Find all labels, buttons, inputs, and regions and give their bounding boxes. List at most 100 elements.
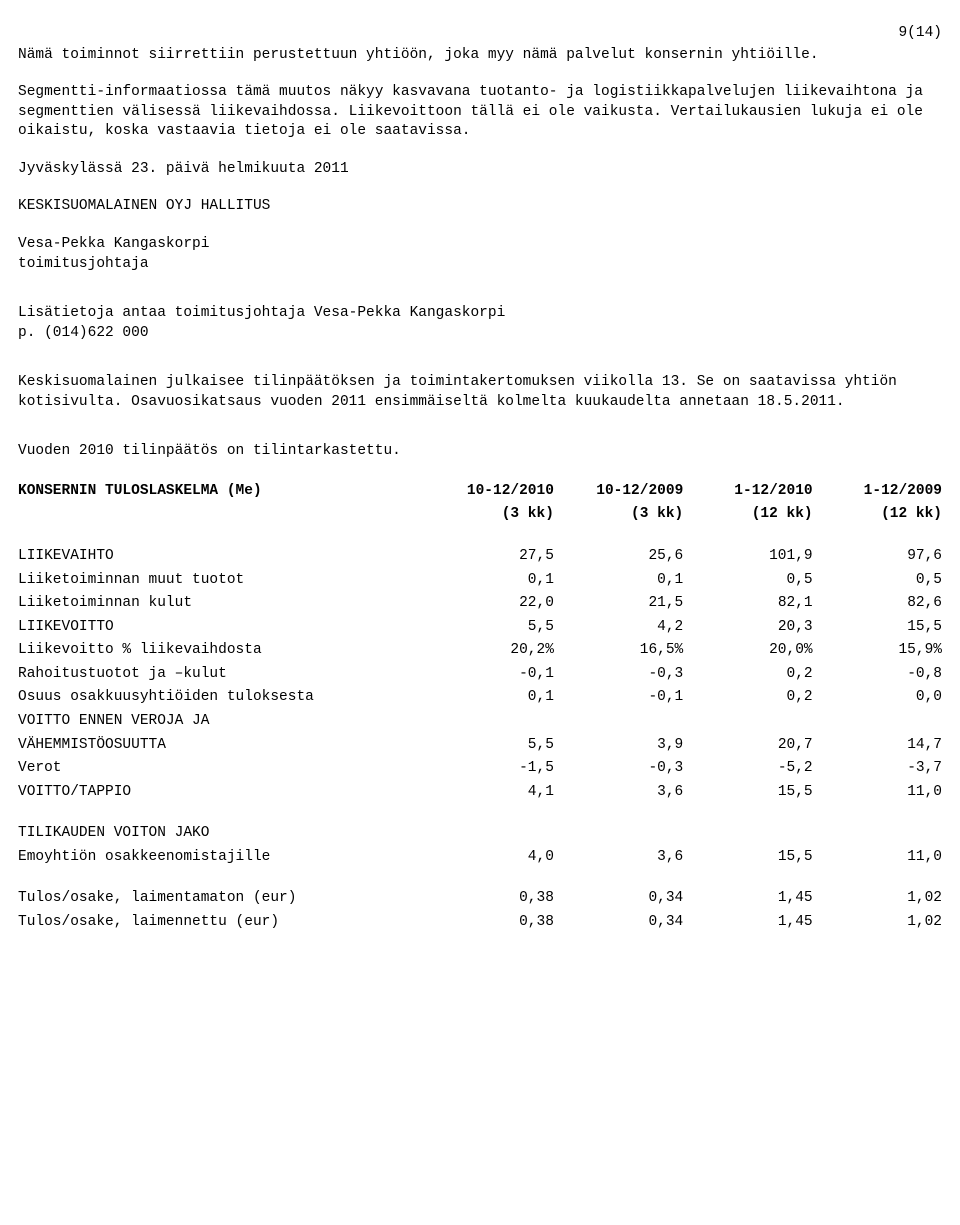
table-section-title: TILIKAUDEN VOITON JAKO bbox=[18, 822, 425, 846]
row-value: 20,2% bbox=[425, 639, 554, 663]
row-value: 3,6 bbox=[554, 781, 683, 805]
row-value bbox=[425, 710, 554, 734]
row-value: -5,2 bbox=[683, 757, 812, 781]
table-head: (3 kk) bbox=[554, 503, 683, 527]
row-value: 0,5 bbox=[683, 569, 812, 593]
row-label: Verot bbox=[18, 757, 425, 781]
table-row: VÄHEMMISTÖOSUUTTA5,53,920,714,7 bbox=[18, 734, 942, 758]
row-value: 3,6 bbox=[554, 846, 683, 870]
row-value: 1,45 bbox=[683, 887, 812, 911]
row-value: 15,9% bbox=[813, 639, 942, 663]
row-value: 0,2 bbox=[683, 686, 812, 710]
row-value: 101,9 bbox=[683, 545, 812, 569]
row-value: -1,5 bbox=[425, 757, 554, 781]
row-value: -0,1 bbox=[425, 663, 554, 687]
signer-name: Vesa-Pekka Kangaskorpi bbox=[18, 235, 942, 255]
row-value: 15,5 bbox=[683, 846, 812, 870]
paragraph-3: Keskisuomalainen julkaisee tilinpäätökse… bbox=[18, 373, 942, 412]
row-value: -0,1 bbox=[554, 686, 683, 710]
table-title: KONSERNIN TULOSLASKELMA (Me) bbox=[18, 480, 425, 504]
row-value bbox=[683, 710, 812, 734]
row-label: Liikevoitto % liikevaihdosta bbox=[18, 639, 425, 663]
table-row: LIIKEVOITTO5,54,220,315,5 bbox=[18, 616, 942, 640]
row-value: 82,1 bbox=[683, 592, 812, 616]
row-label: Rahoitustuotot ja –kulut bbox=[18, 663, 425, 687]
page-number: 9(14) bbox=[18, 24, 942, 44]
row-value: 11,0 bbox=[813, 781, 942, 805]
row-value: 3,9 bbox=[554, 734, 683, 758]
row-value bbox=[554, 710, 683, 734]
row-value: 15,5 bbox=[813, 616, 942, 640]
row-value: -0,3 bbox=[554, 757, 683, 781]
row-value: 22,0 bbox=[425, 592, 554, 616]
row-value: 97,6 bbox=[813, 545, 942, 569]
table-row: Tulos/osake, laimentamaton (eur)0,380,34… bbox=[18, 887, 942, 911]
row-value: 0,34 bbox=[554, 887, 683, 911]
table-head: (3 kk) bbox=[425, 503, 554, 527]
row-value: 0,38 bbox=[425, 911, 554, 935]
date-line: Jyväskylässä 23. päivä helmikuuta 2011 bbox=[18, 160, 942, 180]
row-label: Osuus osakkuusyhtiöiden tuloksesta bbox=[18, 686, 425, 710]
row-label: VOITTO/TAPPIO bbox=[18, 781, 425, 805]
table-row: Rahoitustuotot ja –kulut-0,1-0,30,2-0,8 bbox=[18, 663, 942, 687]
row-value: 20,7 bbox=[683, 734, 812, 758]
table-row: Osuus osakkuusyhtiöiden tuloksesta0,1-0,… bbox=[18, 686, 942, 710]
row-label: Emoyhtiön osakkeenomistajille bbox=[18, 846, 425, 870]
table-row: Verot-1,5-0,3-5,2-3,7 bbox=[18, 757, 942, 781]
row-label: VÄHEMMISTÖOSUUTTA bbox=[18, 734, 425, 758]
row-value: 0,1 bbox=[554, 569, 683, 593]
row-value: 5,5 bbox=[425, 616, 554, 640]
contact-line: Lisätietoja antaa toimitusjohtaja Vesa-P… bbox=[18, 304, 942, 324]
row-value: 5,5 bbox=[425, 734, 554, 758]
table-row: VOITTO/TAPPIO4,13,615,511,0 bbox=[18, 781, 942, 805]
row-value: -0,3 bbox=[554, 663, 683, 687]
row-label: Liiketoiminnan muut tuotot bbox=[18, 569, 425, 593]
table-head: 1-12/2010 bbox=[683, 480, 812, 504]
row-value: 0,34 bbox=[554, 911, 683, 935]
row-label: VOITTO ENNEN VEROJA JA bbox=[18, 710, 425, 734]
table-row: Emoyhtiön osakkeenomistajille4,03,615,51… bbox=[18, 846, 942, 870]
table-row: Liikevoitto % liikevaihdosta20,2%16,5%20… bbox=[18, 639, 942, 663]
table-row: LIIKEVAIHTO27,525,6101,997,6 bbox=[18, 545, 942, 569]
row-value bbox=[813, 710, 942, 734]
row-value: 20,0% bbox=[683, 639, 812, 663]
table-head: 10-12/2010 bbox=[425, 480, 554, 504]
table-head-row-1: KONSERNIN TULOSLASKELMA (Me) 10-12/2010 … bbox=[18, 480, 942, 504]
row-value: 0,2 bbox=[683, 663, 812, 687]
row-value: 0,0 bbox=[813, 686, 942, 710]
paragraph-2: Segmentti-informaatiossa tämä muutos näk… bbox=[18, 83, 942, 142]
row-value: 0,5 bbox=[813, 569, 942, 593]
row-value: 21,5 bbox=[554, 592, 683, 616]
table-head: (12 kk) bbox=[813, 503, 942, 527]
table-row: Liiketoiminnan muut tuotot0,10,10,50,5 bbox=[18, 569, 942, 593]
row-value: 4,0 bbox=[425, 846, 554, 870]
row-value: 4,1 bbox=[425, 781, 554, 805]
row-label: Liiketoiminnan kulut bbox=[18, 592, 425, 616]
row-value: 0,1 bbox=[425, 569, 554, 593]
row-value: 1,02 bbox=[813, 911, 942, 935]
row-value: -0,8 bbox=[813, 663, 942, 687]
signer-title: toimitusjohtaja bbox=[18, 255, 942, 275]
row-value: 0,38 bbox=[425, 887, 554, 911]
paragraph-1: Nämä toiminnot siirrettiin perustettuun … bbox=[18, 46, 942, 66]
row-value: 20,3 bbox=[683, 616, 812, 640]
row-value: -3,7 bbox=[813, 757, 942, 781]
row-value: 82,6 bbox=[813, 592, 942, 616]
table-head-row-2: (3 kk) (3 kk) (12 kk) (12 kk) bbox=[18, 503, 942, 527]
contact-phone: p. (014)622 000 bbox=[18, 324, 942, 344]
table-head: (12 kk) bbox=[683, 503, 812, 527]
row-label: LIIKEVOITTO bbox=[18, 616, 425, 640]
row-label: Tulos/osake, laimennettu (eur) bbox=[18, 911, 425, 935]
table-row: Liiketoiminnan kulut22,021,582,182,6 bbox=[18, 592, 942, 616]
row-value: 25,6 bbox=[554, 545, 683, 569]
row-value: 1,45 bbox=[683, 911, 812, 935]
table-section-title-row: TILIKAUDEN VOITON JAKO bbox=[18, 822, 942, 846]
row-label: LIIKEVAIHTO bbox=[18, 545, 425, 569]
table-row: VOITTO ENNEN VEROJA JA bbox=[18, 710, 942, 734]
row-value: 15,5 bbox=[683, 781, 812, 805]
row-value: 14,7 bbox=[813, 734, 942, 758]
row-value: 11,0 bbox=[813, 846, 942, 870]
audit-line: Vuoden 2010 tilinpäätös on tilintarkaste… bbox=[18, 442, 942, 462]
row-label: Tulos/osake, laimentamaton (eur) bbox=[18, 887, 425, 911]
table-head: 10-12/2009 bbox=[554, 480, 683, 504]
